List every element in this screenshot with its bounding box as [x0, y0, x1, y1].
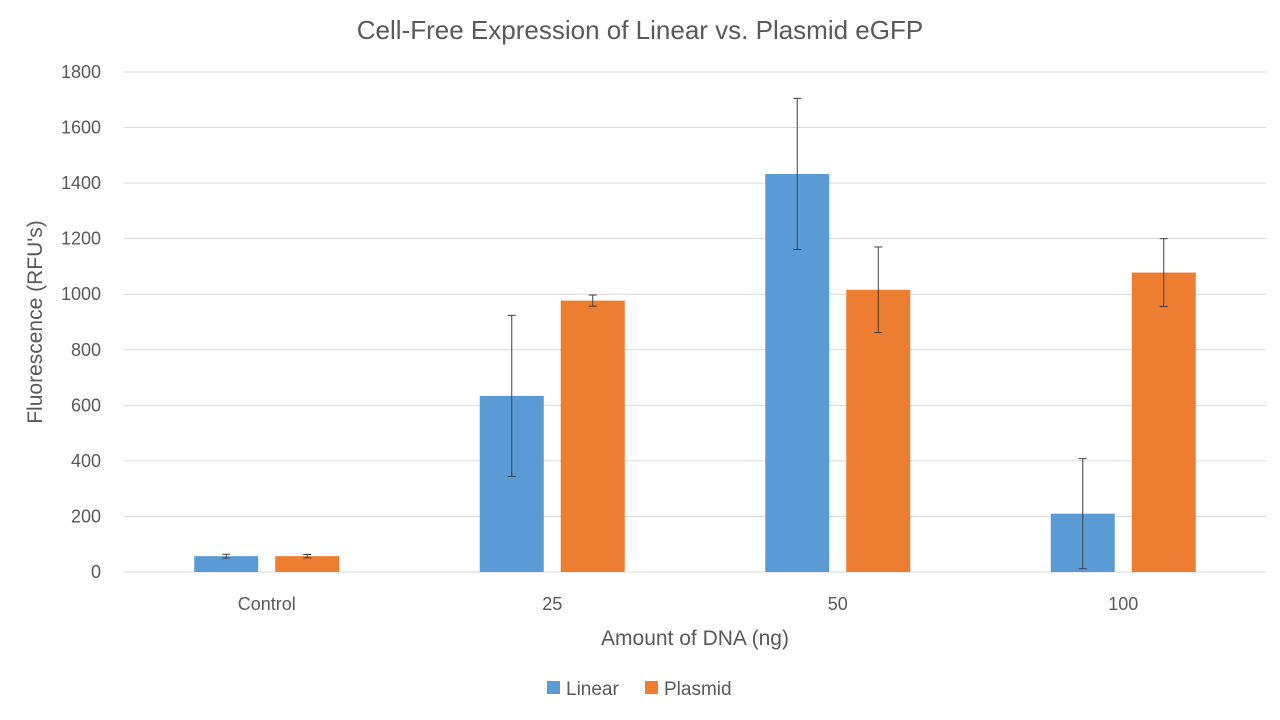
y-axis-title: Fluorescence (RFU's)	[24, 220, 47, 424]
bar-plasmid-25	[560, 300, 625, 572]
legend: Linear Plasmid	[547, 679, 732, 700]
x-axis-title: Amount of DNA (ng)	[601, 627, 789, 650]
x-tick-label: Control	[238, 594, 296, 614]
y-tick-label: 200	[71, 506, 101, 526]
y-tick-label: 600	[71, 395, 101, 415]
y-tick-label: 1800	[61, 62, 101, 82]
bar-linear-control	[194, 556, 259, 572]
legend-swatch-plasmid	[645, 681, 658, 694]
x-tick-label: 50	[828, 594, 848, 614]
y-tick-label: 1000	[61, 284, 101, 304]
y-tick-label: 1400	[61, 173, 101, 193]
chart-title: Cell-Free Expression of Linear vs. Plasm…	[357, 15, 923, 45]
y-tick-label: 1200	[61, 229, 101, 249]
x-axis-ticks: Control 25 50 100	[238, 594, 1139, 614]
x-tick-label: 25	[542, 594, 562, 614]
gridlines	[124, 71, 1266, 573]
y-axis-ticks: 0 200 400 600 800 1000 1200 1400 1600 1800	[61, 62, 101, 582]
bars	[194, 173, 1196, 572]
legend-label-plasmid: Plasmid	[664, 679, 732, 700]
y-tick-label: 800	[71, 340, 101, 360]
y-tick-label: 1600	[61, 118, 101, 138]
y-tick-label: 0	[91, 562, 101, 582]
bar-plasmid-100	[1131, 272, 1196, 572]
legend-label-linear: Linear	[566, 679, 619, 700]
bar-plasmid-50	[846, 289, 911, 572]
bar-plasmid-control	[275, 556, 340, 572]
legend-swatch-linear	[547, 681, 560, 694]
error-bars	[222, 97, 1168, 570]
y-tick-label: 400	[71, 451, 101, 471]
x-tick-label: 100	[1108, 594, 1138, 614]
